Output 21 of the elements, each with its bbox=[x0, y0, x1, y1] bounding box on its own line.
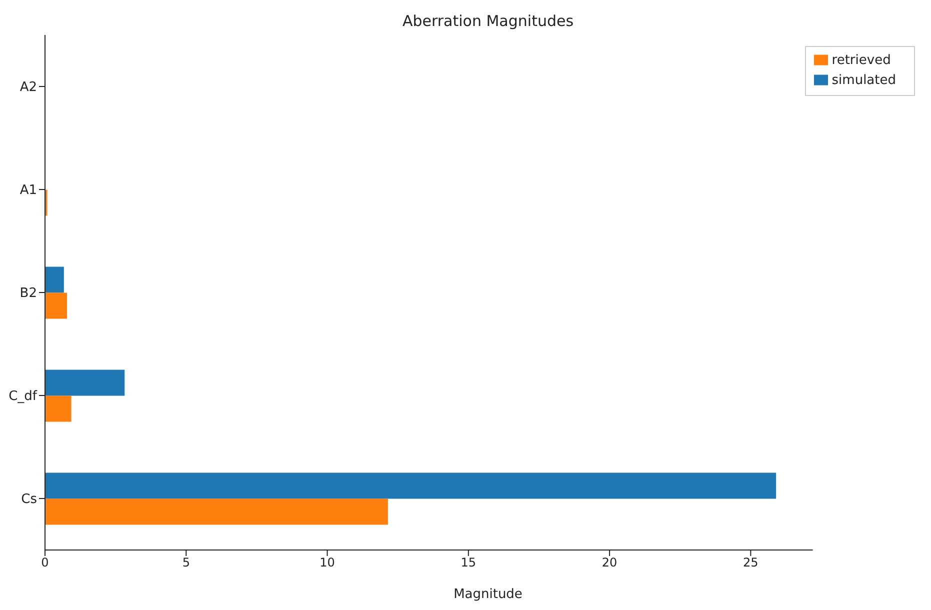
legend-label: simulated bbox=[832, 73, 896, 88]
bar bbox=[45, 472, 776, 499]
x-axis-title: Magnitude bbox=[452, 587, 524, 602]
x-tick-label: 25 bbox=[743, 556, 758, 570]
y-tick-label: A1 bbox=[20, 183, 37, 198]
x-tick-label: 0 bbox=[41, 556, 49, 570]
legend-label: retrieved bbox=[832, 53, 891, 68]
chart-title: Aberration Magnitudes bbox=[401, 12, 575, 30]
x-tick-label: 15 bbox=[460, 556, 476, 570]
bar bbox=[45, 396, 72, 422]
y-tick-label: A2 bbox=[20, 80, 37, 96]
bar bbox=[45, 292, 68, 319]
bar bbox=[45, 370, 125, 396]
x-tick-label: 20 bbox=[602, 556, 618, 570]
y-tick-label: C_df bbox=[8, 389, 38, 404]
x-tick-label: 10 bbox=[320, 556, 335, 570]
x-tick-label: 5 bbox=[182, 556, 190, 570]
y-tick-label: B2 bbox=[20, 286, 37, 302]
bar bbox=[45, 498, 388, 525]
bar bbox=[45, 266, 64, 293]
y-tick-label: Cs bbox=[21, 492, 38, 508]
